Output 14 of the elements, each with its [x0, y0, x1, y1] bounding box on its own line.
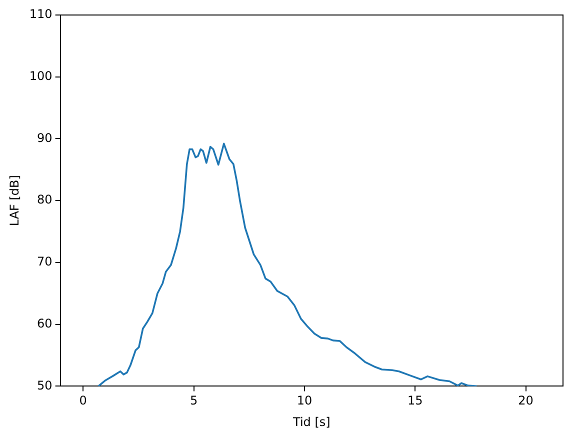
y-tick-label: 70: [37, 254, 52, 269]
y-tick-label: 60: [37, 316, 52, 330]
x-tick-label: 15: [407, 394, 423, 408]
y-tick-label: 100: [29, 68, 52, 83]
y-tick-label: 80: [37, 192, 52, 207]
x-tick-label: 5: [190, 394, 198, 408]
y-axis-title: LAF [dB]: [7, 175, 22, 226]
y-tick-label: 90: [37, 130, 52, 145]
y-tick-label: 110: [29, 7, 52, 22]
x-tick-label: 20: [518, 394, 534, 408]
x-tick-label: 10: [296, 394, 312, 408]
x-axis-title: Tid [s]: [292, 414, 330, 429]
y-tick-label: 50: [37, 378, 52, 392]
x-tick-label: 0: [79, 394, 87, 408]
